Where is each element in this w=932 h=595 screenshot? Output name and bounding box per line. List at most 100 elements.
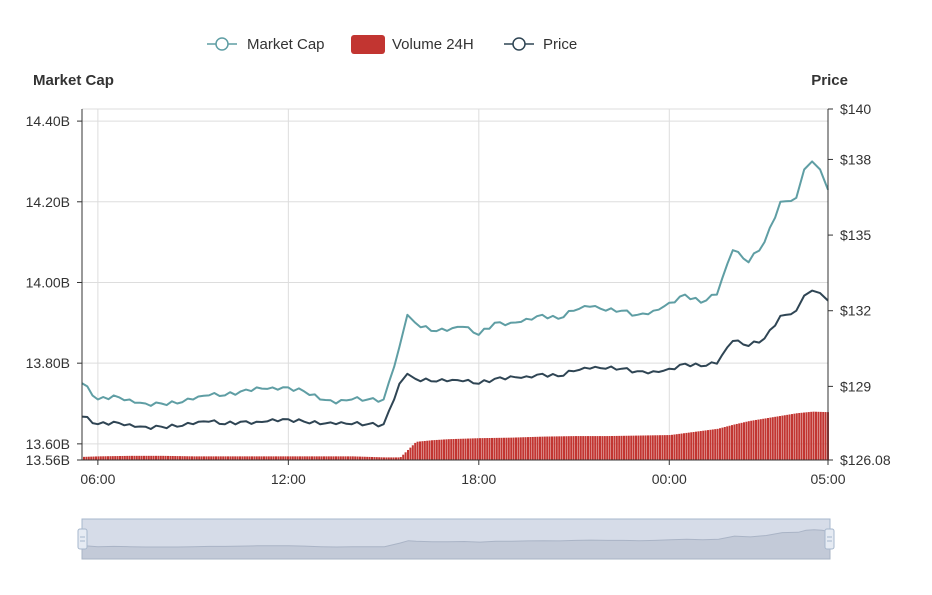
volume-bar [687, 432, 690, 460]
volume-bar [193, 456, 196, 460]
volume-bar [445, 439, 448, 460]
volume-bar [570, 436, 573, 460]
volume-bar [303, 456, 306, 460]
volume-bar [186, 456, 189, 460]
price-legend-marker-icon [512, 37, 526, 51]
volume-bar [169, 455, 172, 460]
volume-bar [728, 425, 731, 460]
volume-bar [781, 415, 784, 460]
zoom-handle-right-icon[interactable] [824, 528, 835, 550]
volume-bar [539, 436, 541, 460]
volume-bar [392, 457, 395, 460]
volume-bar [560, 436, 563, 460]
volume-bar [723, 426, 726, 460]
volume-bar [659, 435, 661, 460]
volume-bar [491, 437, 493, 460]
volume-bar [779, 416, 781, 460]
volume-bar [111, 456, 114, 460]
volume-bar [803, 412, 805, 460]
volume-bar [471, 438, 474, 460]
volume-bar [162, 455, 165, 460]
volume-bar [486, 438, 489, 460]
volume-bar [414, 442, 417, 460]
volume-bar [546, 436, 549, 460]
volume-bar [589, 436, 592, 460]
volume-bar [649, 435, 652, 460]
volume-bar [625, 435, 628, 460]
volume-bar [210, 456, 213, 460]
legend-item-price[interactable]: Price [504, 36, 577, 53]
legend-item-market-cap[interactable]: Market Cap [207, 36, 325, 53]
volume-bar [503, 437, 505, 460]
volume-bar [824, 412, 827, 460]
volume-bar [133, 455, 136, 460]
volume-bar [608, 436, 611, 460]
volume-bar [229, 456, 232, 460]
volume-bar [452, 439, 455, 460]
volume-bar [793, 413, 796, 460]
volume-bar [752, 420, 755, 460]
data-zoom-slider[interactable] [77, 518, 835, 560]
volume-bar [433, 440, 436, 460]
volume-bar [591, 436, 594, 460]
volume-bar [138, 455, 141, 460]
volume-bar [135, 455, 138, 460]
volume-bar [673, 434, 676, 460]
volume-bar [630, 435, 633, 460]
volume-bar [260, 456, 263, 460]
volume-bar [623, 435, 625, 460]
zoom-handle-right[interactable] [824, 528, 835, 550]
volume-bar [181, 456, 184, 460]
volume-bar [548, 436, 551, 460]
volume-bar [131, 455, 133, 460]
volume-bar [419, 441, 421, 460]
volume-bar [399, 457, 402, 460]
zoom-handle-left[interactable] [77, 528, 88, 550]
volume-bar [291, 456, 294, 460]
volume-bar [375, 457, 378, 460]
volume-bar [764, 418, 767, 460]
grid [82, 108, 829, 460]
volume-bar [198, 456, 201, 460]
volume-bar [450, 439, 453, 460]
volume-bar [620, 435, 623, 460]
legend-item-volume[interactable]: Volume 24H [351, 35, 474, 54]
volume-bar [714, 429, 717, 460]
legend-label-market-cap: Market Cap [247, 36, 325, 53]
volume-bar [356, 456, 359, 460]
volume-bar [409, 447, 412, 460]
volume-bar [299, 456, 301, 460]
volume-bar [527, 437, 529, 460]
volume-bar [637, 435, 640, 460]
volume-bar [467, 438, 469, 460]
volume-bar [140, 455, 143, 460]
right-axis-title: Price [811, 72, 848, 89]
volume-bar [279, 456, 282, 460]
volume-bar [354, 456, 357, 460]
volume-bar [651, 435, 654, 460]
volume-bar [596, 436, 599, 460]
volume-bar [647, 435, 649, 460]
volume-bar [733, 424, 736, 460]
volume-bar [798, 413, 801, 460]
zoom-handle-left-icon[interactable] [77, 528, 88, 550]
volume-bar [265, 456, 268, 460]
volume-bar [306, 456, 309, 460]
volume-bar [594, 436, 597, 460]
volume-bar [222, 456, 225, 460]
volume-bar [642, 435, 645, 460]
volume-bar [440, 439, 443, 460]
volume-bar [683, 433, 685, 460]
volume-bar [428, 440, 431, 460]
volume-bar [176, 456, 179, 460]
volume-bar [524, 437, 527, 460]
x-tick-label: 06:00 [80, 471, 115, 487]
volume-bar [109, 456, 112, 460]
left-tick-label: 14.20B [26, 194, 70, 210]
volume-bar [251, 456, 253, 460]
volume-bar [349, 456, 352, 460]
volume-bar [123, 455, 126, 460]
volume-bar [668, 435, 671, 460]
volume-bar [599, 436, 601, 460]
volume-bar [721, 427, 724, 460]
